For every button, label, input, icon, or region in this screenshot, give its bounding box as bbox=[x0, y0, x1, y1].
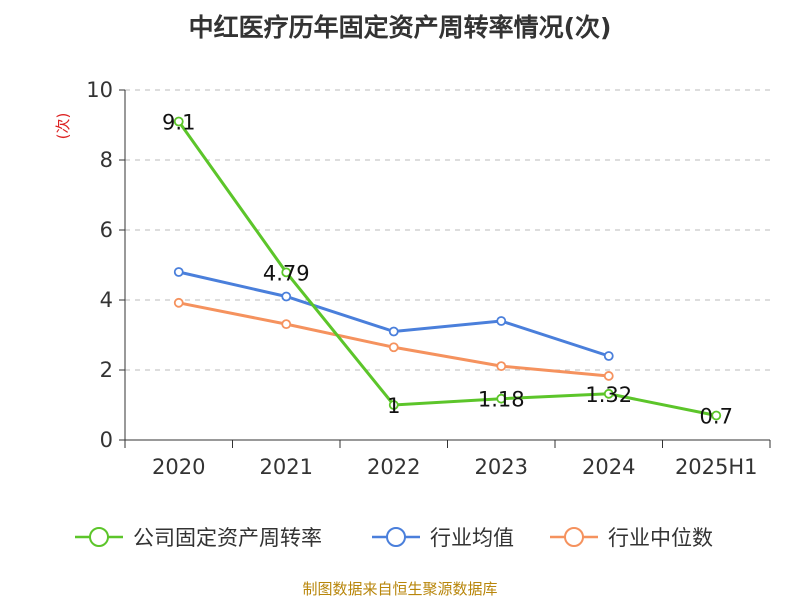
series-layer bbox=[173, 116, 722, 421]
data-point bbox=[603, 388, 614, 399]
data-point bbox=[388, 400, 399, 410]
y-axis-label: (次) bbox=[54, 113, 72, 140]
legend-marker bbox=[564, 527, 584, 547]
data-label: 1.32 bbox=[585, 383, 632, 407]
data-point bbox=[603, 351, 614, 361]
data-point bbox=[173, 297, 184, 308]
x-tick-label: 2020 bbox=[152, 455, 205, 479]
data-point bbox=[173, 267, 184, 277]
axes: 0 2 4 6 8 10 2020 2021 2022 2023 2024 2025H1 (次) bbox=[54, 78, 771, 479]
data-point bbox=[388, 326, 399, 337]
data-point bbox=[496, 361, 507, 372]
series-line bbox=[178, 301, 609, 378]
data-point bbox=[281, 291, 292, 302]
y-tick-label: 8 bbox=[100, 148, 113, 172]
data-point bbox=[496, 316, 507, 326]
legend-entry: 行业均值 bbox=[430, 526, 514, 550]
legend-entry: 行业中位数 bbox=[608, 526, 713, 550]
data-point bbox=[388, 342, 399, 353]
x-tick-label: 2024 bbox=[582, 455, 635, 479]
data-labels: 9.1 4.79 1 1.18 1.32 0.7 bbox=[162, 111, 733, 429]
y-tick-label: 6 bbox=[100, 218, 113, 242]
data-label: 1 bbox=[387, 394, 400, 418]
source-note: 制图数据来自恒生聚源数据库 bbox=[302, 580, 498, 598]
grid-lines bbox=[125, 89, 770, 371]
x-tick-label: 2022 bbox=[367, 455, 420, 479]
data-label: 1.18 bbox=[478, 388, 525, 412]
data-label: 4.79 bbox=[263, 261, 310, 285]
data-point bbox=[281, 319, 292, 330]
legend-marker bbox=[89, 527, 109, 547]
legend: 公司固定资产周转率 行业均值 行业中位数 bbox=[75, 526, 713, 550]
x-tick-label: 2021 bbox=[260, 455, 313, 479]
data-point bbox=[281, 267, 292, 278]
legend-marker bbox=[386, 527, 406, 547]
data-point bbox=[496, 393, 507, 404]
y-tick-label: 2 bbox=[100, 358, 113, 382]
legend-entry: 公司固定资产周转率 bbox=[133, 526, 322, 550]
y-tick-label: 0 bbox=[100, 428, 113, 452]
data-point bbox=[603, 371, 614, 381]
chart-title: 中红医疗历年固定资产周转率情况(次) bbox=[188, 13, 612, 42]
data-label: 9.1 bbox=[162, 111, 195, 135]
series-line bbox=[177, 120, 717, 417]
data-label: 0.7 bbox=[700, 405, 733, 429]
data-point bbox=[173, 116, 184, 127]
y-tick-label: 10 bbox=[86, 78, 113, 102]
y-tick-label: 4 bbox=[100, 288, 113, 312]
data-point bbox=[711, 410, 722, 421]
x-tick-label: 2025H1 bbox=[675, 455, 758, 479]
x-tick-label: 2023 bbox=[475, 455, 528, 479]
